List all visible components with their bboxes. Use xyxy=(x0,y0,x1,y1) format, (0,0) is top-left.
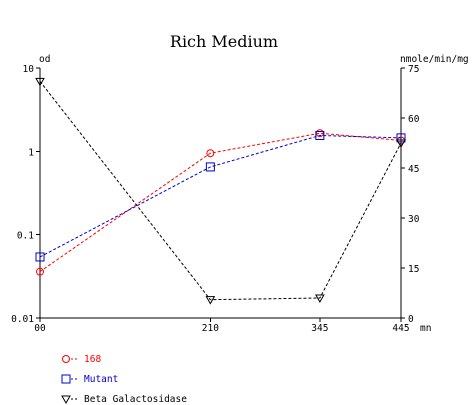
x-tick-label: 210 xyxy=(202,323,219,334)
legend-label-2: Mutant xyxy=(84,374,118,385)
legend-marker-1 xyxy=(62,355,70,363)
series-line-1 xyxy=(39,132,402,273)
legend: 168 Mutant Beta Galactosidase xyxy=(61,354,187,405)
data-point-2 xyxy=(35,252,45,262)
legend-label-1: 168 xyxy=(84,354,101,365)
data-point-2 xyxy=(205,162,215,172)
left-tick-label: 10 xyxy=(23,64,35,75)
right-axis-label: nmole/min/mg xyxy=(400,54,469,65)
series-group xyxy=(35,77,406,305)
right-tick-label: 0 xyxy=(408,314,414,325)
right-tick-label: 45 xyxy=(408,164,419,175)
left-tick-label: 0.1 xyxy=(17,231,34,242)
data-point-2 xyxy=(396,133,406,143)
series-line-2 xyxy=(39,134,402,258)
data-point-2 xyxy=(315,130,325,140)
right-tick-label: 15 xyxy=(408,264,419,275)
data-point-1 xyxy=(206,149,215,158)
data-point-3 xyxy=(35,77,45,87)
chart-title: Rich Medium xyxy=(170,32,278,51)
data-point-1 xyxy=(36,267,44,276)
left-axis-label: od xyxy=(39,54,50,65)
data-point-3 xyxy=(396,139,406,149)
left-tick-label: 1 xyxy=(28,147,34,158)
right-tick-label: 60 xyxy=(408,114,420,125)
x-tick-label: 00 xyxy=(34,323,46,334)
legend-marker-2 xyxy=(61,374,71,384)
right-tick-label: 30 xyxy=(408,214,420,225)
right-tick-label: 75 xyxy=(408,64,419,75)
legend-label-3: Beta Galactosidase xyxy=(84,394,187,405)
data-point-3 xyxy=(205,296,216,305)
left-tick-label: 0.01 xyxy=(11,314,34,325)
data-point-3 xyxy=(315,294,325,304)
x-axis-label: mn xyxy=(420,323,431,334)
x-tick-label: 345 xyxy=(311,323,328,334)
legend-marker-3 xyxy=(61,395,71,405)
series-line-3 xyxy=(39,81,402,301)
x-tick-label: 445 xyxy=(392,323,409,334)
